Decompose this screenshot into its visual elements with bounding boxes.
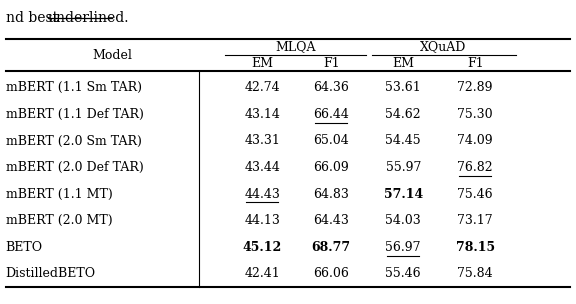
Text: 43.44: 43.44	[244, 161, 280, 174]
Text: 43.31: 43.31	[244, 134, 280, 147]
Text: nd best: nd best	[6, 11, 62, 25]
Text: 66.09: 66.09	[313, 161, 349, 174]
Text: 44.43: 44.43	[244, 188, 280, 201]
Text: 42.41: 42.41	[244, 268, 280, 281]
Text: 73.17: 73.17	[457, 214, 493, 227]
Text: mBERT (2.0 Def TAR): mBERT (2.0 Def TAR)	[6, 161, 143, 174]
Text: 55.97: 55.97	[385, 161, 421, 174]
Text: 44.13: 44.13	[244, 214, 280, 227]
Text: F1: F1	[323, 57, 339, 70]
Text: mBERT (2.0 MT): mBERT (2.0 MT)	[6, 214, 112, 227]
Text: 54.45: 54.45	[385, 134, 421, 147]
Text: EM: EM	[251, 57, 273, 70]
Text: 75.30: 75.30	[457, 108, 493, 121]
Text: 54.03: 54.03	[385, 214, 421, 227]
Text: 78.15: 78.15	[456, 241, 495, 254]
Text: DistilledBETO: DistilledBETO	[6, 268, 96, 281]
Text: EM: EM	[392, 57, 414, 70]
Text: 66.06: 66.06	[313, 268, 349, 281]
Text: 76.82: 76.82	[457, 161, 493, 174]
Text: 56.97: 56.97	[385, 241, 421, 254]
Text: 64.36: 64.36	[313, 81, 349, 94]
Text: 72.89: 72.89	[457, 81, 493, 94]
Text: underlined.: underlined.	[48, 11, 129, 25]
Text: mBERT (1.1 Sm TAR): mBERT (1.1 Sm TAR)	[6, 81, 142, 94]
Text: Model: Model	[92, 49, 132, 62]
Text: 65.04: 65.04	[313, 134, 349, 147]
Text: MLQA: MLQA	[275, 41, 316, 54]
Text: 75.84: 75.84	[457, 268, 493, 281]
Text: XQuAD: XQuAD	[420, 41, 467, 54]
Text: 53.61: 53.61	[385, 81, 421, 94]
Text: 74.09: 74.09	[457, 134, 493, 147]
Text: mBERT (1.1 MT): mBERT (1.1 MT)	[6, 188, 112, 201]
Text: 54.62: 54.62	[385, 108, 421, 121]
Text: F1: F1	[467, 57, 483, 70]
Text: 75.46: 75.46	[457, 188, 493, 201]
Text: 57.14: 57.14	[384, 188, 423, 201]
Text: 64.83: 64.83	[313, 188, 349, 201]
Text: 55.46: 55.46	[385, 268, 421, 281]
Text: 66.44: 66.44	[313, 108, 349, 121]
Text: mBERT (1.1 Def TAR): mBERT (1.1 Def TAR)	[6, 108, 143, 121]
Text: 68.77: 68.77	[312, 241, 351, 254]
Text: 64.43: 64.43	[313, 214, 349, 227]
Text: BETO: BETO	[6, 241, 43, 254]
Text: 45.12: 45.12	[242, 241, 282, 254]
Text: 42.74: 42.74	[244, 81, 280, 94]
Text: 43.14: 43.14	[244, 108, 280, 121]
Text: mBERT (2.0 Sm TAR): mBERT (2.0 Sm TAR)	[6, 134, 142, 147]
